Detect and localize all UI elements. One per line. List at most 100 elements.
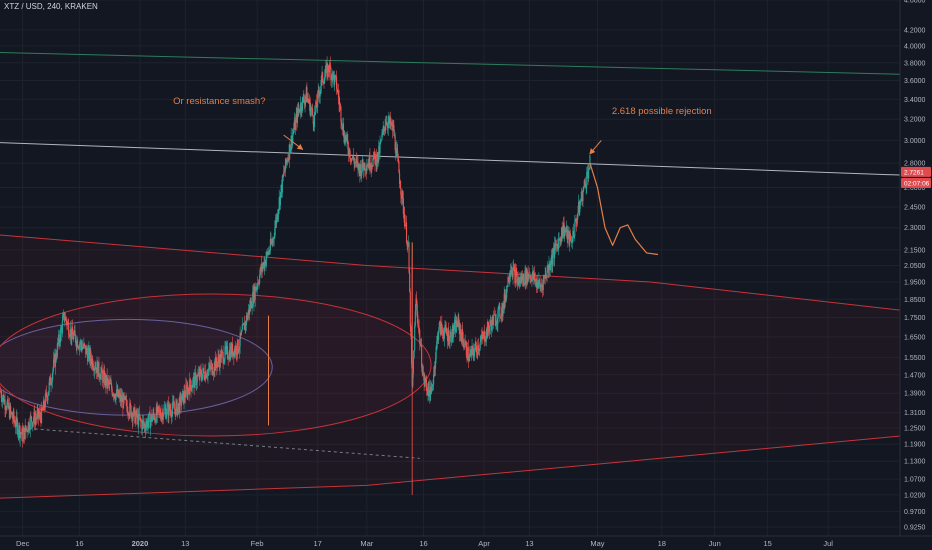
candle-body bbox=[370, 164, 372, 169]
candle-body bbox=[76, 339, 78, 347]
candle-body bbox=[567, 230, 570, 233]
price-axis[interactable]: 4.6000 4.2000 4.0000 3.8000 3.6000 3.4000 3.20… bbox=[901, 0, 931, 531]
candle-body bbox=[58, 334, 60, 342]
price-tick-label: 1.0200 bbox=[904, 492, 926, 499]
candle-body bbox=[559, 238, 561, 241]
candle-body bbox=[238, 350, 240, 353]
candle-body bbox=[257, 282, 259, 284]
candle-body bbox=[504, 295, 507, 303]
candle-body bbox=[422, 372, 424, 374]
candle-body bbox=[136, 410, 138, 419]
time-tick-label[interactable]: 16 bbox=[419, 539, 427, 548]
candle-body bbox=[559, 238, 561, 241]
candle-body bbox=[576, 221, 578, 224]
candle-body bbox=[584, 183, 587, 188]
time-tick-label[interactable]: 16 bbox=[75, 539, 83, 548]
candle-body bbox=[215, 356, 217, 364]
candle-body bbox=[56, 356, 58, 358]
candle-body bbox=[305, 96, 307, 100]
candle-body bbox=[194, 372, 196, 375]
candle-body bbox=[55, 353, 57, 358]
candle-body bbox=[351, 158, 353, 159]
candle-body bbox=[117, 389, 119, 396]
time-tick-label[interactable]: Jun bbox=[709, 539, 721, 548]
candle-body bbox=[95, 367, 97, 370]
candle-body bbox=[446, 334, 449, 342]
candle-body bbox=[377, 152, 379, 161]
candle-body bbox=[250, 300, 253, 309]
candle-body bbox=[247, 314, 249, 321]
candle-body bbox=[525, 270, 527, 284]
time-tick-label[interactable]: Jul bbox=[823, 539, 833, 548]
symbol-label[interactable]: XTZ / USD, 240, KRAKEN bbox=[4, 2, 98, 11]
candle-body bbox=[506, 285, 508, 287]
candle-body bbox=[445, 324, 447, 328]
candle-body bbox=[266, 251, 268, 260]
candle-body bbox=[396, 148, 398, 152]
candle-body bbox=[470, 349, 472, 353]
candle-body bbox=[181, 393, 183, 402]
candle-body bbox=[484, 331, 486, 342]
candle-body bbox=[261, 263, 263, 272]
candle-body bbox=[539, 282, 541, 288]
candle-body bbox=[121, 395, 123, 402]
candle-body bbox=[202, 367, 204, 374]
white-resistance-line bbox=[0, 142, 901, 176]
candle-body bbox=[375, 153, 377, 167]
candle-body bbox=[109, 382, 111, 384]
candle-body bbox=[188, 389, 190, 395]
candle-body bbox=[49, 376, 51, 385]
time-tick-label[interactable]: 17 bbox=[313, 539, 321, 548]
time-tick-label[interactable]: Feb bbox=[251, 539, 264, 548]
candle-body bbox=[211, 363, 213, 366]
candle-body bbox=[44, 394, 46, 408]
candle-body bbox=[109, 382, 111, 385]
time-tick-label[interactable]: Dec bbox=[16, 539, 30, 548]
candle-body bbox=[368, 155, 370, 168]
grid bbox=[0, 0, 900, 536]
candle-body bbox=[61, 328, 63, 334]
candle-body bbox=[536, 281, 538, 287]
time-tick-label[interactable]: Mar bbox=[360, 539, 373, 548]
candle-body bbox=[356, 158, 358, 161]
candle-body bbox=[248, 309, 250, 315]
candle-body bbox=[569, 233, 571, 240]
candle-body bbox=[138, 413, 140, 419]
time-axis[interactable]: Dec 16 2020 13 Feb 17 Mar 16 Apr 13 May 18 Jun 15 Jul bbox=[16, 539, 833, 548]
time-tick-label[interactable]: 15 bbox=[763, 539, 771, 548]
candle-body bbox=[494, 314, 496, 316]
candle-body bbox=[465, 342, 467, 344]
candle-body bbox=[141, 420, 143, 430]
candle-body bbox=[578, 202, 580, 213]
candle-body bbox=[292, 132, 294, 136]
candle-body bbox=[379, 142, 381, 154]
candle-body bbox=[371, 166, 374, 167]
candle-body bbox=[361, 170, 363, 176]
time-tick-label[interactable]: 13 bbox=[525, 539, 533, 548]
candle-body bbox=[487, 322, 489, 329]
candle-body bbox=[291, 135, 293, 146]
time-tick-label[interactable]: Apr bbox=[478, 539, 490, 548]
candle-body bbox=[436, 341, 438, 347]
time-axis-panel[interactable] bbox=[0, 536, 932, 550]
candle-body bbox=[138, 413, 140, 427]
candle-body bbox=[401, 190, 403, 199]
candle-body bbox=[132, 415, 134, 421]
candle-body bbox=[450, 331, 452, 342]
candle-body bbox=[209, 366, 212, 370]
time-tick-label[interactable]: 2020 bbox=[132, 539, 149, 548]
candle-body bbox=[485, 338, 487, 341]
candle-body bbox=[347, 140, 349, 150]
candle-body bbox=[128, 414, 130, 416]
time-tick-label[interactable]: May bbox=[590, 539, 604, 548]
price-axis-panel[interactable] bbox=[900, 0, 932, 536]
candle-body bbox=[393, 135, 396, 137]
candle-body bbox=[36, 418, 38, 420]
time-tick-label[interactable]: 13 bbox=[181, 539, 189, 548]
candle-body bbox=[327, 65, 329, 72]
candle-body bbox=[107, 379, 109, 382]
candle-body bbox=[249, 305, 251, 315]
time-tick-label[interactable]: 18 bbox=[658, 539, 666, 548]
candle-body bbox=[143, 421, 145, 426]
